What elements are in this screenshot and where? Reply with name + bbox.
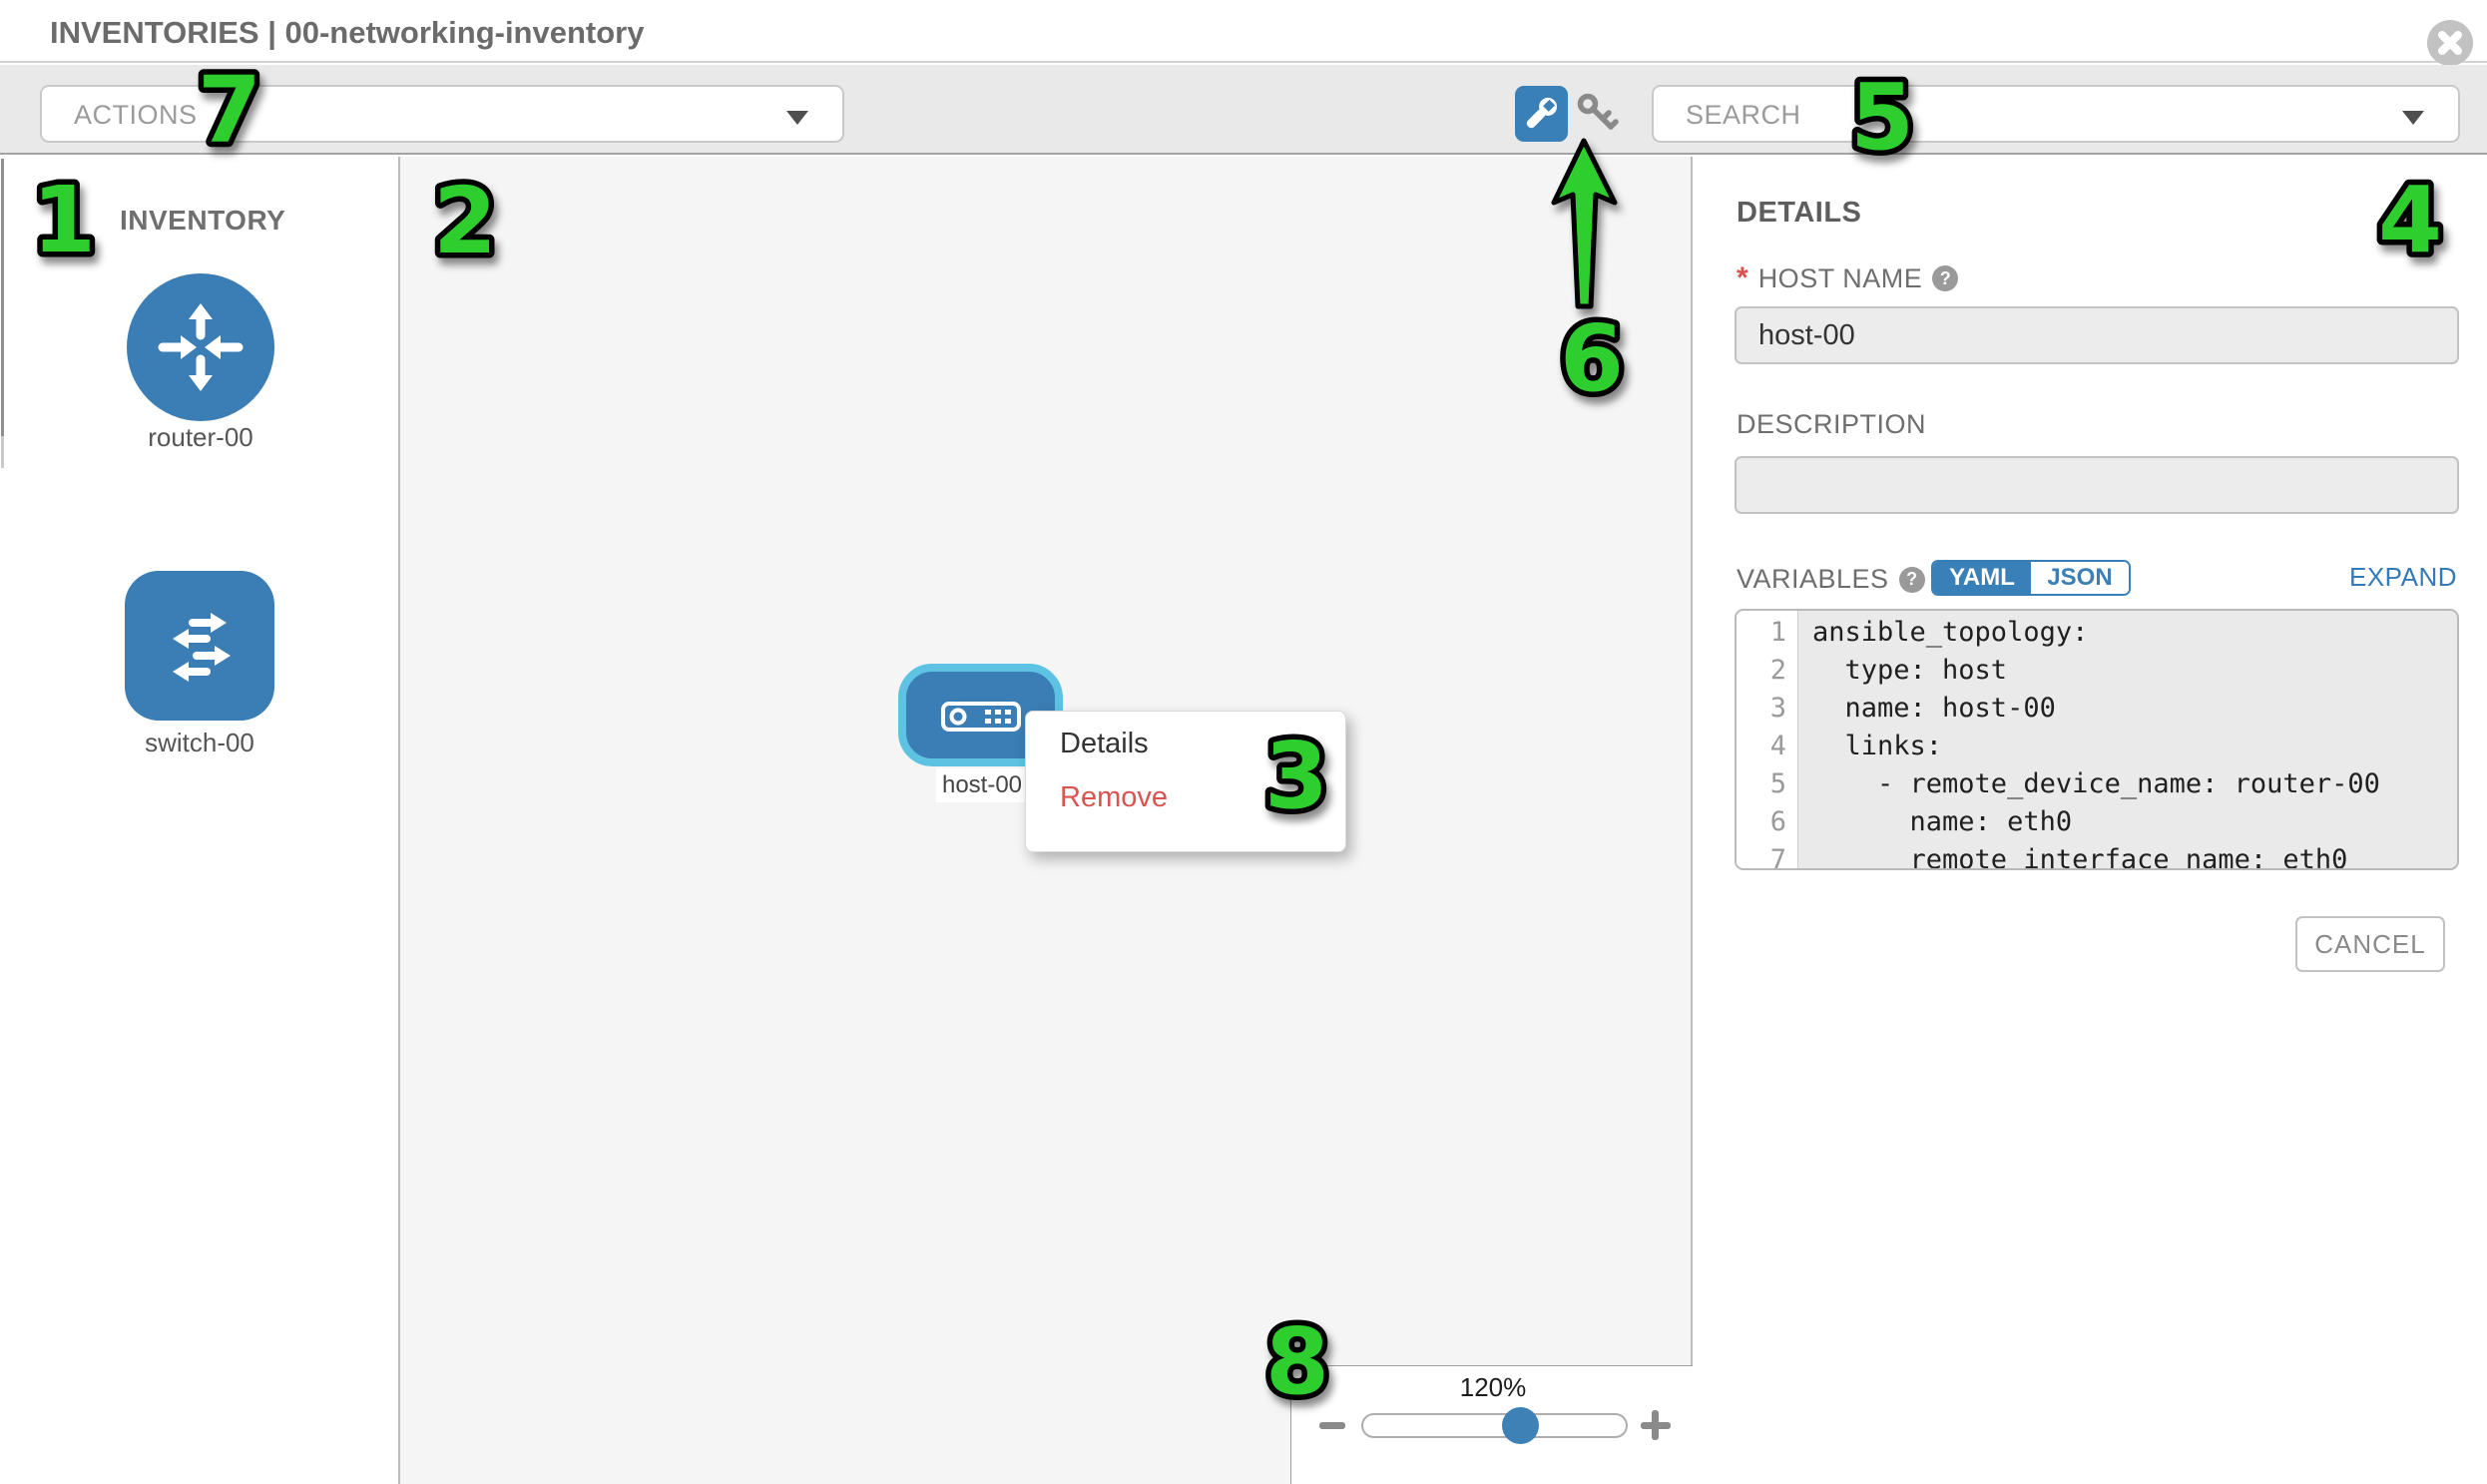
sidebar-scrollbar-track (1, 436, 4, 468)
toggle-json-button[interactable]: JSON (2031, 562, 2129, 594)
zoom-level-value: 120% (1459, 1372, 1527, 1402)
host-name-label: HOST NAME (1757, 262, 1923, 293)
line-number: 6 (1769, 806, 1786, 837)
wrench-icon (1526, 97, 1558, 129)
help-icon[interactable]: ? (1898, 566, 1925, 593)
context-menu-item-details[interactable]: Details (1060, 728, 1149, 759)
code-line: type: host (1812, 655, 2008, 686)
zoom-out-button[interactable] (1319, 1422, 1345, 1429)
code-line: ansible_topology: (1812, 617, 2089, 648)
chevron-down-icon (2402, 111, 2424, 125)
line-number: 4 (1769, 731, 1786, 761)
line-number: 2 (1769, 655, 1786, 686)
chevron-down-icon (786, 111, 808, 125)
actions-dropdown[interactable]: ACTIONS (40, 85, 844, 143)
variables-code-editor[interactable]: 1 ansible_topology: 2 type: host 3 name: … (1735, 609, 2459, 870)
configure-tools-button[interactable] (1515, 86, 1568, 142)
line-number: 5 (1769, 768, 1786, 799)
zoom-control-panel: 120% (1290, 1365, 1693, 1484)
toolbar: ACTIONS SEARCH (0, 65, 2487, 155)
palette-device-label: router-00 (148, 422, 253, 452)
required-asterisk: * (1737, 261, 1748, 294)
inventory-sidebar: INVENTORY router-00 (0, 157, 400, 1484)
details-panel: DETAILS * HOST NAME ? DESCRIPTION VARIAB… (1695, 157, 2487, 1484)
node-context-menu: Details Remove (1025, 711, 1346, 852)
line-number: 1 (1769, 617, 1786, 648)
toggle-yaml-button[interactable]: YAML (1933, 562, 2031, 594)
actions-dropdown-label: ACTIONS (74, 100, 198, 130)
zoom-in-button-bar[interactable] (1652, 1410, 1659, 1440)
code-line: remote_interface_name: eth0 (1812, 844, 2348, 870)
palette-device-label: switch-00 (145, 728, 254, 757)
description-label-row: DESCRIPTION (1737, 409, 1926, 440)
context-menu-item-remove[interactable]: Remove (1060, 781, 1168, 813)
search-dropdown-label: SEARCH (1686, 100, 1801, 130)
sidebar-scrollbar[interactable] (1, 159, 4, 436)
host-name-input[interactable] (1735, 306, 2459, 364)
host-icon (941, 702, 1021, 732)
host-name-label-row: * HOST NAME ? (1737, 261, 1959, 295)
sidebar-title: INVENTORY (120, 205, 286, 236)
description-label: DESCRIPTION (1737, 409, 1927, 439)
palette-device-router[interactable] (127, 273, 274, 421)
page-header: INVENTORIES | 00-networking-inventory (0, 0, 2487, 66)
zoom-slider-knob[interactable] (1502, 1407, 1539, 1444)
code-line: name: host-00 (1812, 693, 2056, 724)
close-icon (2438, 31, 2462, 55)
zoom-slider-track[interactable] (1361, 1413, 1628, 1438)
code-line: - remote_device_name: router-00 (1812, 768, 2380, 799)
key-credentials-button[interactable] (1575, 91, 1621, 137)
cancel-button[interactable]: CANCEL (2295, 916, 2445, 972)
search-dropdown[interactable]: SEARCH (1652, 85, 2460, 143)
variables-format-toggle: YAML JSON (1931, 560, 2131, 596)
line-number: 7 (1769, 844, 1786, 870)
close-button[interactable] (2427, 20, 2473, 66)
code-line: name: eth0 (1812, 806, 2073, 837)
router-icon (158, 303, 244, 391)
variables-label: VARIABLES (1737, 564, 1889, 594)
topology-canvas[interactable]: host-00 Details Remove 120% (400, 157, 1693, 1484)
page-title: INVENTORIES | 00-networking-inventory (50, 15, 645, 50)
editor-gutter (1737, 611, 1798, 868)
palette-device-switch[interactable] (125, 571, 274, 721)
switch-icon (173, 613, 231, 682)
line-number: 3 (1769, 693, 1786, 724)
help-icon[interactable]: ? (1932, 265, 1959, 291)
canvas-node-label: host-00 (936, 768, 1028, 802)
details-panel-title: DETAILS (1737, 197, 1862, 229)
variables-label-row: VARIABLES ? (1737, 564, 1925, 595)
expand-link[interactable]: EXPAND (2349, 562, 2457, 592)
description-input[interactable] (1735, 456, 2459, 514)
key-icon (1577, 93, 1619, 130)
code-line: links: (1812, 731, 1943, 761)
